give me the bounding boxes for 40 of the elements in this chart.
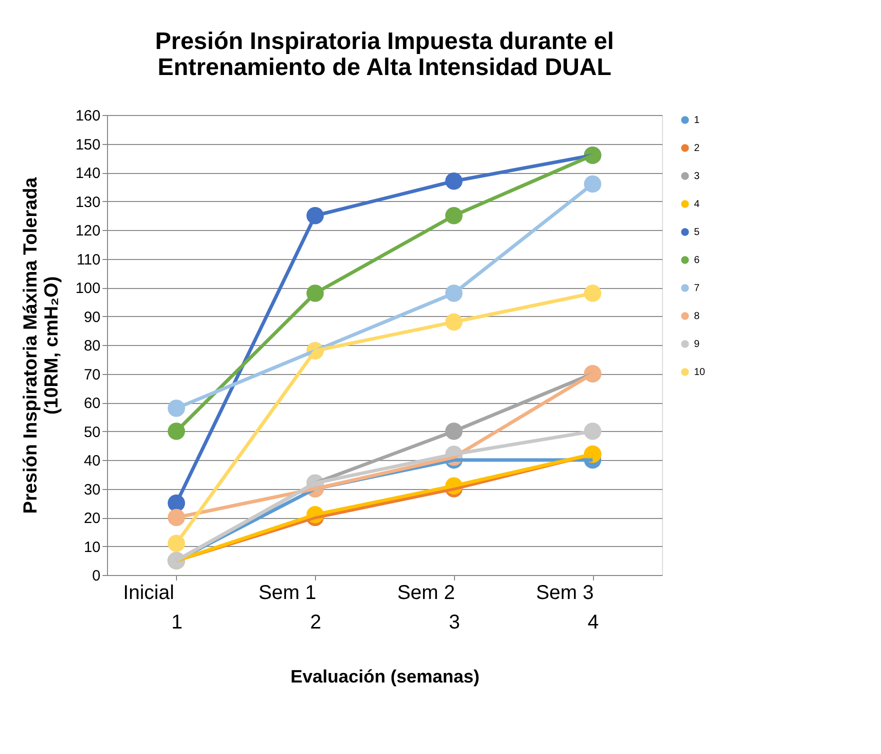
text: Sem 3 (536, 582, 594, 604)
y-tick-label: 90 (84, 308, 100, 326)
y-tick-label: 60 (84, 395, 100, 412)
y-tick-label: 70 (84, 366, 100, 384)
legend-label: 2 (694, 143, 700, 154)
text: Inicial (123, 582, 174, 604)
y-tick-label: 160 (75, 108, 100, 124)
y-tick-label: 0 (92, 568, 100, 584)
y-tick-label: 20 (84, 510, 100, 527)
legend-label: 1 (694, 115, 700, 126)
legend-label: 5 (694, 227, 700, 238)
y-tick-label: 50 (84, 424, 100, 441)
y-tick-label: 100 (75, 280, 100, 297)
y-tick-label: 150 (75, 136, 100, 154)
y-tick-label: 30 (84, 481, 100, 498)
x-tick-label: 4 (588, 612, 599, 634)
legend-label: 10 (694, 367, 706, 378)
y-tick-label: 10 (84, 538, 100, 556)
text: Sem 2 (397, 582, 456, 604)
legend-label: 9 (694, 339, 700, 350)
x-tick-label: 1 (171, 612, 182, 634)
legend-label: 7 (694, 283, 700, 294)
y-tick-label: 80 (84, 338, 100, 354)
y-tick-label: 40 (84, 452, 100, 470)
legend-label: 3 (694, 171, 700, 182)
x-axis-title: Evaluación (semanas) (290, 666, 480, 686)
x-tick-label: 2 (310, 612, 322, 634)
text: Entrenamiento de Alta Intensidad DUAL (158, 54, 612, 81)
y-tick-label: 120 (75, 222, 100, 240)
y-tick-label: 140 (75, 165, 100, 182)
legend-label: 8 (694, 311, 700, 322)
y-tick-label: 110 (76, 251, 100, 268)
text: Presión Inspiratoria Impuesta durante el (155, 28, 614, 55)
y-tick-label: 130 (75, 194, 100, 211)
text: Presión Inspiratoria Máxima Tolerada (20, 177, 42, 514)
x-tick-label: 3 (448, 612, 460, 634)
legend-label: 6 (694, 255, 700, 266)
legend-label: 4 (694, 199, 700, 210)
text: (10RM, cmH₂O) (41, 276, 62, 415)
text: Sem 1 (258, 582, 316, 604)
